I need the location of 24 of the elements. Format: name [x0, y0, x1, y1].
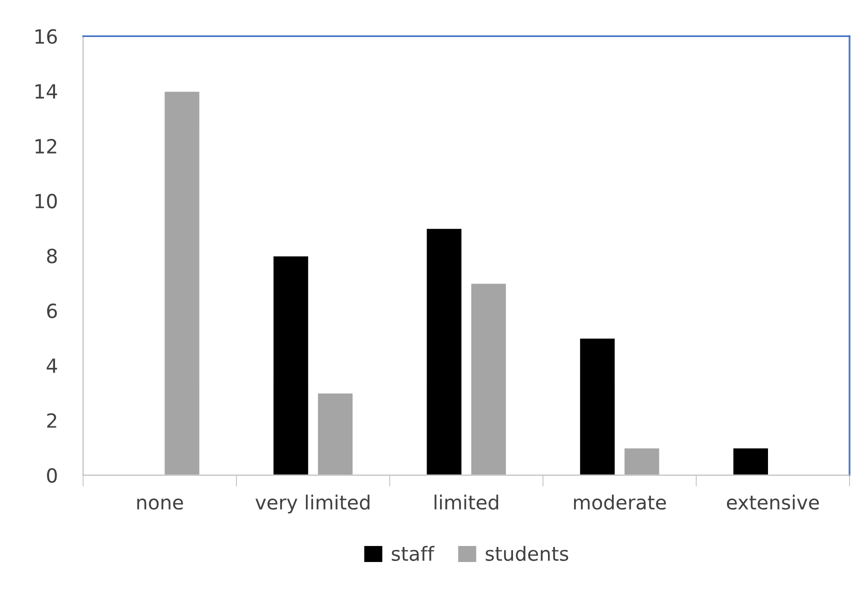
bar: [163, 90, 201, 476]
y-tick-label: 12: [36, 138, 56, 154]
x-tick-label: extensive: [726, 494, 819, 510]
x-tick-label: none: [137, 498, 183, 510]
y-tick-label: 14: [36, 84, 58, 98]
bar: [272, 254, 310, 476]
x-tick-label: limited: [434, 494, 498, 510]
bar: [425, 228, 463, 476]
y-tick-label: 16: [36, 29, 57, 44]
x-tick-label: very limited: [256, 494, 370, 514]
bar: [470, 282, 508, 476]
legend-label: staff: [392, 546, 434, 561]
y-tick-label: 8: [47, 248, 57, 264]
x-tick-label: moderate: [574, 494, 666, 510]
bar: [623, 447, 661, 476]
bar: [732, 447, 770, 476]
y-tick-label: 10: [36, 194, 57, 208]
bar: [316, 392, 354, 476]
y-tick-label: 0: [47, 468, 57, 483]
y-tick-label: 6: [47, 304, 57, 318]
y-tick-label: 2: [47, 413, 56, 428]
bar: [578, 337, 616, 476]
y-tick-label: 4: [46, 358, 58, 373]
legend-label: students: [486, 546, 568, 561]
